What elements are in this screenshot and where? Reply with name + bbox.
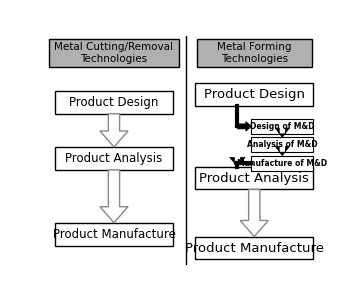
Text: Metal Forming
Technologies: Metal Forming Technologies — [217, 42, 291, 64]
FancyBboxPatch shape — [55, 223, 173, 246]
FancyArrow shape — [100, 170, 128, 223]
FancyBboxPatch shape — [252, 156, 313, 170]
Text: Product Analysis: Product Analysis — [66, 152, 163, 165]
FancyArrow shape — [100, 114, 128, 147]
FancyArrow shape — [230, 157, 245, 167]
FancyBboxPatch shape — [195, 237, 313, 260]
Text: Metal Cutting/Removal
Technologies: Metal Cutting/Removal Technologies — [55, 42, 173, 64]
FancyArrow shape — [275, 147, 289, 156]
Text: Manufacture of M&D: Manufacture of M&D — [237, 159, 327, 167]
FancyArrow shape — [240, 190, 268, 237]
Text: Product Manufacture: Product Manufacture — [185, 241, 324, 254]
Text: Product Analysis: Product Analysis — [199, 172, 309, 184]
FancyBboxPatch shape — [252, 137, 313, 152]
FancyBboxPatch shape — [195, 167, 313, 190]
Text: Analysis of M&D: Analysis of M&D — [247, 140, 317, 149]
FancyBboxPatch shape — [197, 39, 312, 67]
FancyArrow shape — [275, 128, 289, 137]
FancyBboxPatch shape — [55, 91, 173, 114]
FancyBboxPatch shape — [252, 119, 313, 134]
FancyBboxPatch shape — [55, 147, 173, 170]
Text: Product Manufacture: Product Manufacture — [52, 228, 176, 241]
FancyArrow shape — [237, 122, 252, 131]
Text: Design of M&D: Design of M&D — [250, 122, 315, 131]
Text: Product Design: Product Design — [69, 96, 159, 109]
FancyBboxPatch shape — [195, 83, 313, 106]
Text: Product Design: Product Design — [204, 88, 305, 101]
FancyBboxPatch shape — [50, 39, 178, 67]
